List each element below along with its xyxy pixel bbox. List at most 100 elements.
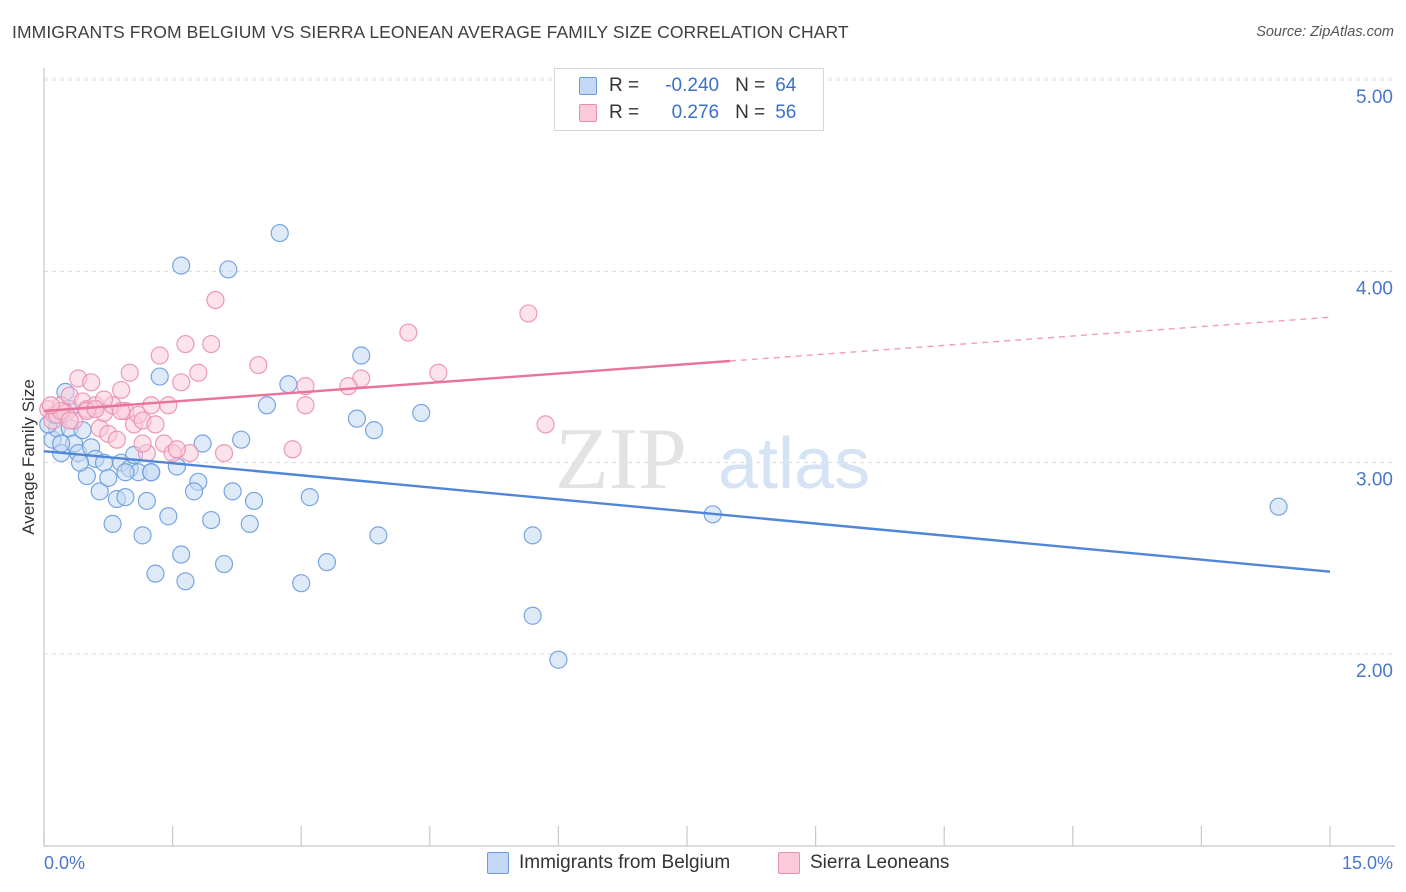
sierra-point xyxy=(202,334,221,354)
series-swatch-blue xyxy=(487,852,509,874)
belgium-point xyxy=(184,482,204,501)
watermark-zip: ZIP xyxy=(555,411,687,508)
y-tick-label: 2.00 xyxy=(1356,661,1393,682)
belgium-point xyxy=(279,375,298,394)
belgium-point xyxy=(172,256,191,275)
sierra-point xyxy=(142,396,161,415)
sierra-point xyxy=(60,411,79,430)
legend-swatch-blue xyxy=(579,77,597,95)
sierra-point xyxy=(107,430,126,449)
belgium-point xyxy=(412,403,431,423)
belgium-point xyxy=(193,434,212,453)
sierra-point xyxy=(150,346,169,365)
sierra-trend-line xyxy=(43,359,730,413)
sierra-point xyxy=(249,355,268,375)
legend-row-belgium: R = -0.240 N = 64 xyxy=(579,73,796,99)
sierra-point xyxy=(146,415,165,434)
y-axis-label: Average Family Size xyxy=(19,379,38,535)
series-swatch-pink xyxy=(778,852,800,874)
sierra-point xyxy=(399,323,418,342)
belgium-point xyxy=(142,463,161,482)
sierra-point xyxy=(172,373,191,392)
belgium-point xyxy=(232,430,251,449)
x-tick-label-max: 15.0% xyxy=(1342,853,1393,873)
belgium-point xyxy=(90,482,109,501)
sierra-point xyxy=(283,440,302,459)
axis-labels: 2.00 3.00 4.00 5.00 0.0% 15.0% Average Family … xyxy=(19,87,1393,873)
legend-r-label: R = xyxy=(609,102,640,123)
belgium-point xyxy=(133,526,152,545)
belgium-point xyxy=(347,409,367,428)
sierra-point xyxy=(339,377,358,396)
sierra-point xyxy=(167,440,186,459)
sierra-point xyxy=(82,373,101,392)
series-legend-belgium[interactable]: Immigrants from Belgium xyxy=(487,852,730,874)
belgium-point xyxy=(223,482,242,501)
belgium-point xyxy=(52,434,71,453)
legend-swatch-pink xyxy=(579,104,597,122)
belgium-point xyxy=(523,606,542,625)
sierra-trend-line-extension xyxy=(729,316,1331,362)
belgium-point xyxy=(257,396,277,415)
sierra-point xyxy=(189,363,208,382)
belgium-point xyxy=(244,491,264,511)
belgium-point xyxy=(1269,497,1288,516)
belgium-point xyxy=(202,510,221,530)
sierra-point xyxy=(519,304,538,323)
belgium-point xyxy=(159,507,178,526)
sierra-point xyxy=(176,334,195,354)
belgium-point xyxy=(364,421,384,440)
belgium-point xyxy=(219,260,238,279)
source-label: Source: ZipAtlas.com xyxy=(1256,24,1394,40)
grid-lines xyxy=(44,77,1395,655)
legend-r-label: R = xyxy=(609,75,640,96)
sierra-point xyxy=(120,363,139,382)
legend-n-value: 64 xyxy=(775,75,797,96)
sierra-point xyxy=(86,399,105,419)
correlation-legend: R = -0.240 N = 64 R = 0.276 N = 56 xyxy=(554,68,824,131)
belgium-point xyxy=(99,468,118,488)
belgium-point xyxy=(172,545,191,564)
sierra-point xyxy=(429,363,448,382)
belgium-point xyxy=(116,463,135,482)
chart-title: IMMIGRANTS FROM BELGIUM VS SIERRA LEONEA… xyxy=(12,22,849,42)
sierra-point xyxy=(112,380,131,400)
belgium-point xyxy=(292,574,311,593)
x-tick-label-min: 0.0% xyxy=(44,853,85,873)
belgium-point xyxy=(549,650,568,669)
legend-r-value: -0.240 xyxy=(665,75,720,96)
belgium-point xyxy=(369,526,388,545)
sierra-point xyxy=(206,290,225,310)
y-tick-label: 3.00 xyxy=(1356,470,1393,491)
sierra-point xyxy=(536,415,555,434)
y-tick-label: 4.00 xyxy=(1356,278,1393,299)
belgium-point xyxy=(103,514,122,533)
series-legend-label: Immigrants from Belgium xyxy=(519,852,731,873)
belgium-point xyxy=(352,346,371,365)
belgium-point xyxy=(146,564,165,583)
axes xyxy=(43,68,1395,847)
belgium-point xyxy=(150,367,169,386)
y-tick-label: 5.00 xyxy=(1356,87,1393,108)
belgium-point xyxy=(214,554,234,574)
belgium-point xyxy=(240,514,259,533)
sierra-point xyxy=(296,396,315,415)
series-legend-label: Sierra Leoneans xyxy=(810,852,950,873)
belgium-point xyxy=(176,572,195,591)
legend-n-value: 56 xyxy=(775,102,797,123)
watermark: ZIP atlas xyxy=(555,411,870,508)
legend-row-sierra: R = 0.276 N = 56 xyxy=(579,100,796,126)
belgium-point xyxy=(317,553,337,572)
belgium-point xyxy=(300,488,319,507)
belgium-point xyxy=(270,223,289,243)
watermark-atlas: atlas xyxy=(718,424,870,504)
legend-n-label: N = xyxy=(735,102,766,123)
data-points xyxy=(39,223,1288,669)
sierra-point xyxy=(296,377,315,396)
belgium-point xyxy=(116,488,135,507)
belgium-point xyxy=(70,453,90,472)
series-legend-sierra[interactable]: Sierra Leoneans xyxy=(778,852,949,874)
sierra-point xyxy=(133,434,152,453)
trend-lines xyxy=(43,316,1331,573)
